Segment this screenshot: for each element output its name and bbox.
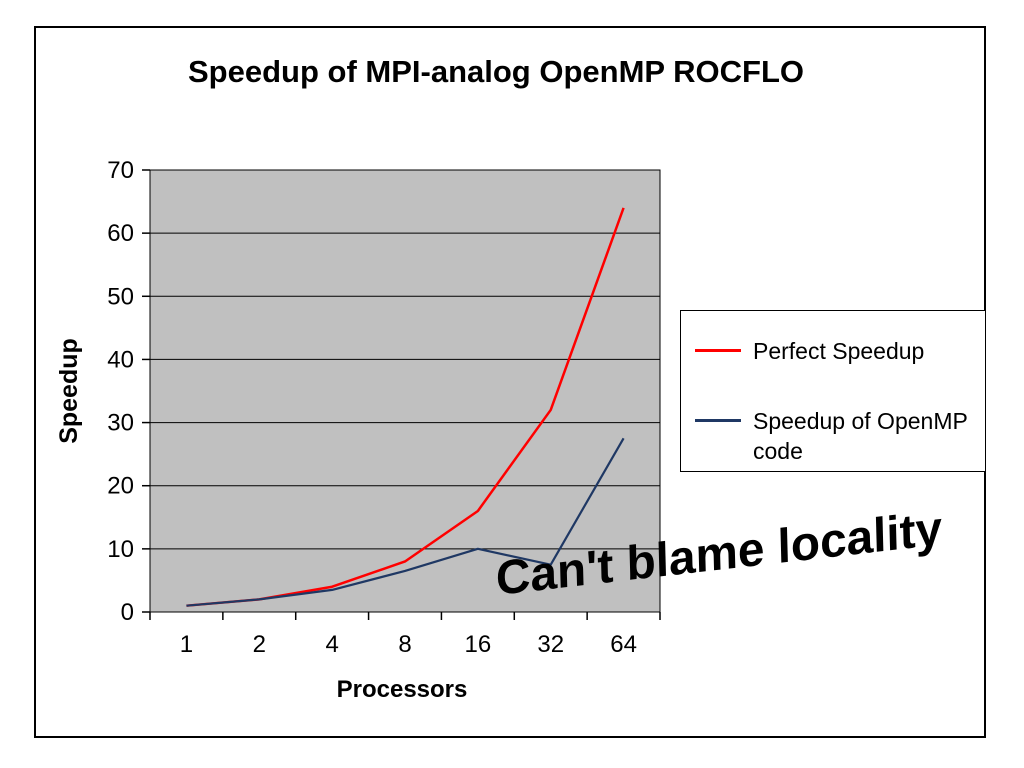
x-tick-label: 8	[398, 631, 411, 658]
legend-item: Speedup of OpenMP code	[695, 407, 979, 467]
legend-label: Speedup of OpenMP code	[753, 407, 968, 464]
y-tick-label: 70	[107, 157, 134, 184]
y-tick-label: 60	[107, 220, 134, 247]
line-chart: 0 10 20 30 40 50 60 70 1 2 4 8 16 32 64	[107, 157, 661, 658]
x-axis-title: Processors	[336, 676, 468, 703]
chart-legend: Perfect Speedup Speedup of OpenMP code	[680, 310, 986, 472]
legend-item: Perfect Speedup	[695, 337, 979, 367]
plot-area	[149, 169, 661, 613]
x-tick-label: 32	[537, 631, 564, 658]
y-tick-label: 20	[107, 473, 134, 500]
y-tick-label: 10	[107, 536, 134, 563]
x-tick-label: 4	[325, 631, 338, 658]
legend-label: Perfect Speedup	[753, 338, 925, 364]
series-line-1	[186, 437, 625, 607]
legend-line-sample	[695, 418, 741, 422]
chart-title: Speedup of MPI-analog OpenMP ROCFLO	[188, 54, 804, 89]
x-tick-label: 2	[253, 631, 266, 658]
y-tick-label: 40	[107, 346, 134, 373]
legend-line-sample	[695, 349, 741, 352]
chart-frame: Speedup of MPI-analog OpenMP ROCFLO 0 10 2…	[34, 26, 986, 738]
y-tick-label: 30	[107, 410, 134, 437]
x-tick-label: 16	[465, 631, 492, 658]
y-tick-label: 0	[121, 599, 134, 626]
x-tick-label: 1	[180, 631, 193, 658]
y-axis-title: Speedup	[55, 338, 83, 444]
x-tick-label: 64	[610, 631, 637, 658]
y-tick-label: 50	[107, 283, 134, 310]
